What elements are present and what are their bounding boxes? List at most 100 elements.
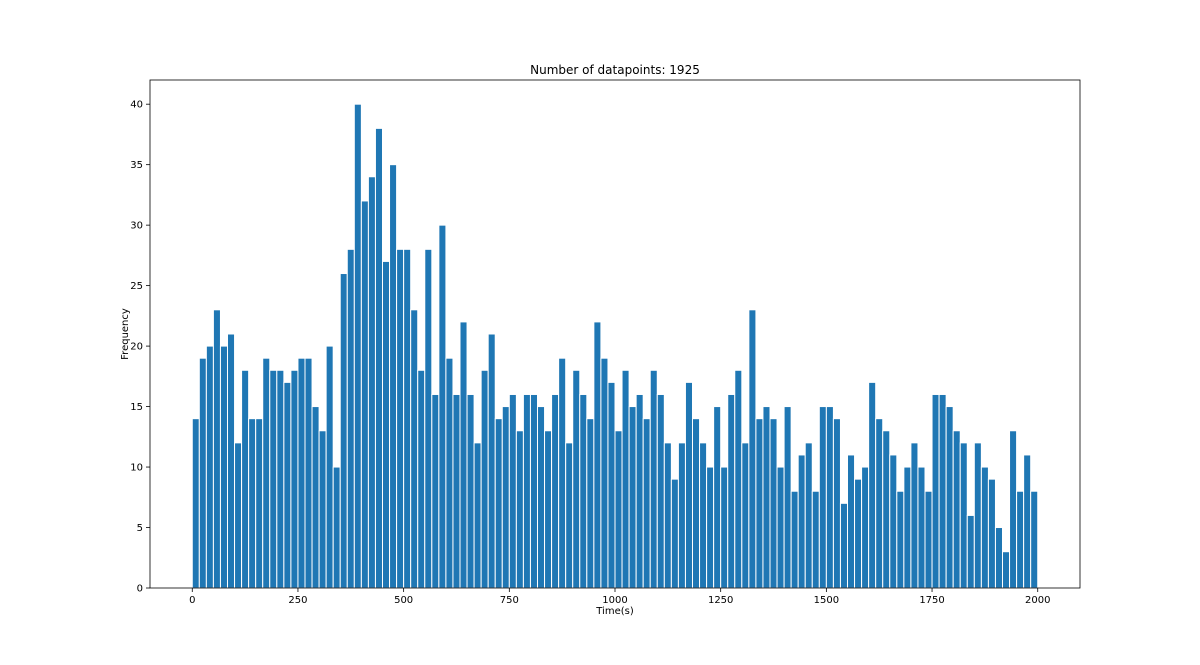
histogram-bar	[205, 345, 214, 589]
x-tick-label: 750	[500, 595, 519, 606]
histogram-bar	[663, 442, 672, 589]
histogram-bar	[424, 248, 433, 589]
histogram-bar	[847, 454, 856, 589]
y-tick-label: 30	[130, 221, 143, 232]
histogram-bar	[783, 406, 792, 589]
histogram-bar	[360, 200, 369, 589]
histogram-bar	[966, 514, 975, 589]
histogram-bar	[487, 333, 496, 589]
histogram-bar	[431, 393, 440, 589]
histogram-bar	[677, 442, 686, 589]
histogram-bar	[480, 369, 489, 589]
histogram-bar	[762, 406, 771, 589]
y-axis-label: Frequency	[120, 308, 131, 360]
histogram-bar	[1016, 490, 1025, 589]
histogram-bar	[825, 406, 834, 589]
histogram-bar	[1030, 490, 1039, 589]
histogram-bar	[1023, 454, 1032, 589]
histogram-bar	[706, 466, 715, 589]
histogram-bar	[720, 466, 729, 589]
histogram-bar	[727, 393, 736, 589]
histogram-bar	[452, 393, 461, 589]
histogram-bar	[297, 357, 306, 589]
histogram-bar	[558, 357, 567, 589]
histogram-bar	[797, 454, 806, 589]
histogram-bar	[227, 333, 236, 589]
histogram-bar	[621, 369, 630, 589]
histogram-bar	[219, 345, 229, 589]
histogram-bar	[649, 369, 658, 589]
histogram-bar	[389, 164, 398, 589]
histogram-bar	[325, 345, 334, 589]
histogram-bar	[656, 393, 665, 589]
x-tick-label: 500	[394, 595, 413, 606]
histogram-bar	[882, 430, 891, 589]
histogram-bar	[748, 309, 757, 589]
y-axis-ticks: 0 5 10 15 20 25 30 35 40	[130, 100, 150, 595]
y-tick-label: 25	[130, 281, 143, 292]
histogram-bar	[635, 393, 644, 589]
histogram-bar	[938, 393, 947, 589]
histogram-bar	[346, 248, 355, 589]
histogram-bar	[811, 490, 820, 589]
histogram-bar	[382, 260, 391, 589]
x-tick-label: 2000	[1025, 595, 1050, 606]
y-tick-label: 40	[130, 100, 143, 111]
histogram-bar	[311, 406, 320, 589]
histogram-bar	[593, 321, 602, 589]
y-tick-label: 15	[130, 402, 143, 413]
histogram-bar	[332, 466, 341, 589]
histogram-bar	[1002, 551, 1011, 589]
histogram-bar	[473, 442, 482, 589]
histogram-bar	[515, 430, 524, 589]
histogram-bar	[600, 357, 609, 589]
histogram-bar	[367, 176, 376, 589]
histogram-bar	[572, 369, 581, 589]
bars-group	[191, 103, 1039, 589]
chart-title: Number of datapoints: 1925	[530, 63, 700, 77]
x-tick-label: 1500	[814, 595, 839, 606]
histogram-bar	[304, 357, 313, 589]
x-tick-label: 250	[288, 595, 307, 606]
histogram-bar	[494, 418, 503, 589]
y-tick-label: 10	[130, 463, 143, 474]
histogram-bar	[628, 406, 637, 589]
histogram-bar	[952, 430, 961, 589]
histogram-bar	[508, 393, 517, 589]
histogram-bar	[699, 442, 708, 589]
histogram-bar	[191, 418, 200, 589]
histogram-bar	[283, 381, 292, 589]
histogram-bar	[832, 418, 841, 589]
histogram-bar	[248, 418, 257, 589]
histogram-bar	[544, 430, 553, 589]
histogram-bar	[529, 393, 539, 589]
histogram-bar	[565, 442, 574, 589]
histogram-bar	[804, 442, 813, 589]
histogram-bar	[396, 248, 405, 589]
x-axis-label: Time(s)	[595, 606, 634, 617]
histogram-bar	[994, 527, 1004, 589]
y-tick-label: 0	[137, 584, 143, 595]
histogram-bar	[684, 381, 694, 589]
histogram-bar	[903, 466, 912, 589]
histogram-bar	[692, 418, 701, 589]
histogram-bar	[501, 406, 510, 589]
histogram-bar	[262, 357, 271, 589]
histogram-bar	[734, 369, 743, 589]
histogram-bar	[410, 309, 419, 589]
histogram-bar	[198, 357, 207, 589]
histogram-bar	[1009, 430, 1018, 589]
histogram-bar	[276, 369, 285, 589]
histogram-bar	[318, 430, 327, 589]
histogram-bar	[614, 430, 623, 589]
histogram-bar	[973, 442, 982, 589]
histogram-bar	[875, 418, 884, 589]
histogram-bar	[839, 502, 849, 589]
histogram-bar	[212, 309, 221, 589]
histogram-bar	[417, 369, 426, 589]
histogram-bar	[741, 442, 750, 589]
x-tick-label: 1000	[602, 595, 627, 606]
histogram-bar	[537, 406, 546, 589]
